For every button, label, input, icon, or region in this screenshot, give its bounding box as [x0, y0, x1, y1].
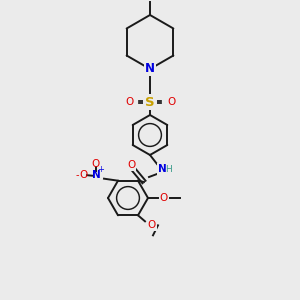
Text: N: N: [158, 164, 166, 174]
Text: H: H: [166, 166, 172, 175]
Text: O: O: [92, 159, 100, 169]
Text: N: N: [92, 170, 100, 180]
Text: -: -: [75, 170, 79, 180]
Text: N: N: [145, 62, 155, 75]
Text: O: O: [160, 193, 168, 203]
Text: S: S: [145, 95, 155, 109]
Text: O: O: [148, 220, 156, 230]
Text: O: O: [167, 97, 175, 107]
Text: O: O: [125, 97, 133, 107]
Text: O: O: [80, 170, 88, 180]
Text: O: O: [127, 160, 135, 170]
Text: +: +: [98, 165, 104, 174]
